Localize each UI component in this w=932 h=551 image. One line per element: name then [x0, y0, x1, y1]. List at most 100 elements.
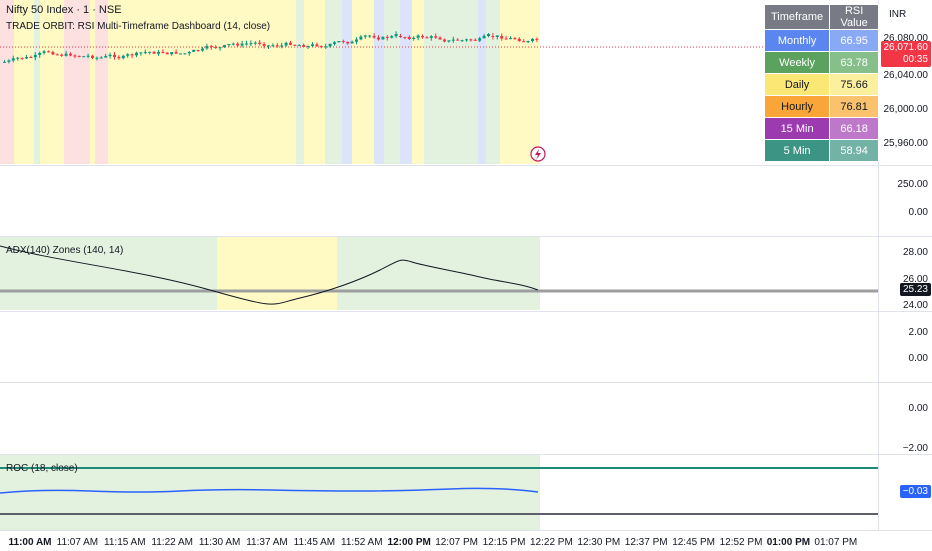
time-tick: 11:52 AM: [341, 537, 383, 548]
candle-body: [187, 51, 191, 54]
candle-body: [165, 52, 169, 55]
candle-body: [223, 45, 226, 48]
candle-body: [271, 45, 275, 47]
candle-body: [429, 36, 433, 38]
candle-body: [196, 49, 200, 51]
candle-body: [201, 48, 204, 51]
candle-body: [130, 54, 134, 56]
time-axis[interactable]: 11:00 AM 11:07 AM 11:15 AM 11:22 AM 11:30 AM…: [0, 530, 932, 551]
candle-body: [289, 42, 292, 45]
candle-body: [20, 57, 24, 59]
time-tick: 12:22 PM: [529, 537, 573, 548]
candle-body: [487, 34, 490, 36]
price-axis[interactable]: INR 26,080.00 26,040.00 26,000.00 25,960…: [878, 0, 932, 530]
candle-body: [333, 42, 336, 44]
candle-body: [143, 52, 147, 54]
candle-body: [29, 57, 33, 59]
chart-area[interactable]: [0, 0, 878, 550]
roc-legend[interactable]: ROC (18, close): [6, 463, 78, 474]
time-tick: 11:15 AM: [104, 537, 146, 548]
candle-body: [82, 56, 86, 58]
rsi-value-cell: 66.95: [829, 29, 880, 52]
candle-body: [495, 35, 499, 37]
candle-body: [117, 57, 121, 59]
candle-body: [346, 41, 350, 44]
adx-zone: [0, 237, 217, 310]
candle-body: [174, 52, 178, 54]
candle-body: [280, 45, 284, 47]
candle-body: [473, 39, 477, 41]
price-tick: 25,960.00: [883, 138, 929, 149]
price-tick: 250.00: [897, 179, 928, 190]
time-tick: 11:37 AM: [246, 537, 288, 548]
candle-body: [385, 36, 389, 38]
candle-body: [407, 37, 411, 39]
currency-label[interactable]: INR: [889, 9, 907, 20]
time-tick: 12:30 PM: [577, 537, 621, 548]
zone-band: [296, 0, 304, 164]
candle-body: [69, 53, 72, 56]
candle-body: [170, 52, 174, 55]
chart-canvas[interactable]: [0, 0, 878, 530]
last-price-label: 26,071.60 00:35: [880, 41, 931, 67]
candle-body: [368, 35, 372, 37]
zone-band: [95, 0, 108, 164]
time-tick: 11:22 AM: [151, 537, 193, 548]
candle-body: [377, 37, 380, 40]
candle-body: [412, 37, 416, 39]
candle-body: [517, 38, 521, 42]
price-tick: 26,040.00: [883, 70, 929, 81]
candle-body: [16, 57, 20, 59]
candle-body: [381, 36, 385, 40]
rsi-value-cell: 63.78: [829, 51, 880, 74]
candle-body: [7, 60, 11, 62]
pane-separator[interactable]: [0, 382, 932, 383]
rsi-table-row: 15 Min 66.18: [763, 117, 880, 140]
time-tick: 01:00 PM: [766, 537, 811, 548]
candle-body: [47, 51, 50, 53]
price-tick: 0.00: [908, 207, 928, 218]
candle-body: [399, 36, 402, 38]
last-price-value: 26,071.60: [883, 42, 929, 53]
candle-body: [161, 51, 165, 53]
candle-body: [258, 42, 262, 45]
candle-body: [249, 43, 253, 45]
symbol-title[interactable]: Nifty 50 Index · 1 · NSE: [6, 4, 122, 16]
candle-body: [3, 61, 6, 63]
price-tick: 26,080.00: [883, 33, 929, 44]
roc-line: [0, 487, 539, 494]
time-tick: 12:00 PM: [387, 537, 431, 548]
pane-separator[interactable]: [0, 311, 932, 312]
candle-body: [152, 51, 156, 54]
pane-separator[interactable]: [0, 236, 932, 237]
rsi-header-timeframe: Timeframe: [763, 4, 831, 30]
time-tick: 12:15 PM: [482, 537, 526, 548]
candle-body: [104, 56, 108, 58]
candle-body: [438, 37, 442, 40]
rsi-table-row: Daily 75.66: [763, 73, 880, 96]
candle-body: [491, 36, 495, 37]
time-tick: 11:00 AM: [8, 537, 52, 548]
price-tick: 24.00: [902, 300, 928, 311]
time-tick: 12:37 PM: [624, 537, 668, 548]
candle-body: [284, 42, 288, 46]
candle-body: [148, 51, 152, 53]
candle-body: [359, 36, 363, 40]
candle-body: [99, 57, 103, 59]
candle-body: [311, 44, 314, 47]
rsi-table-header: Timeframe RSI Value: [763, 4, 880, 30]
candle-body: [38, 52, 42, 55]
indicator-title[interactable]: TRADE ORBIT: RSI Multi-Timeframe Dashboa…: [6, 21, 271, 32]
candle-body: [275, 45, 279, 47]
zone-band: [342, 0, 352, 164]
pane-separator[interactable]: [0, 454, 932, 455]
candle-body: [390, 36, 394, 38]
zone-band: [424, 0, 478, 164]
candle-body: [183, 53, 187, 55]
candle-body: [139, 52, 143, 54]
pane-separator[interactable]: [0, 165, 932, 166]
candle-body: [341, 41, 345, 43]
price-tick: 0.00: [908, 403, 928, 414]
adx-legend[interactable]: ADX(140) Zones (140, 14): [6, 245, 124, 256]
candle-body: [526, 41, 530, 43]
